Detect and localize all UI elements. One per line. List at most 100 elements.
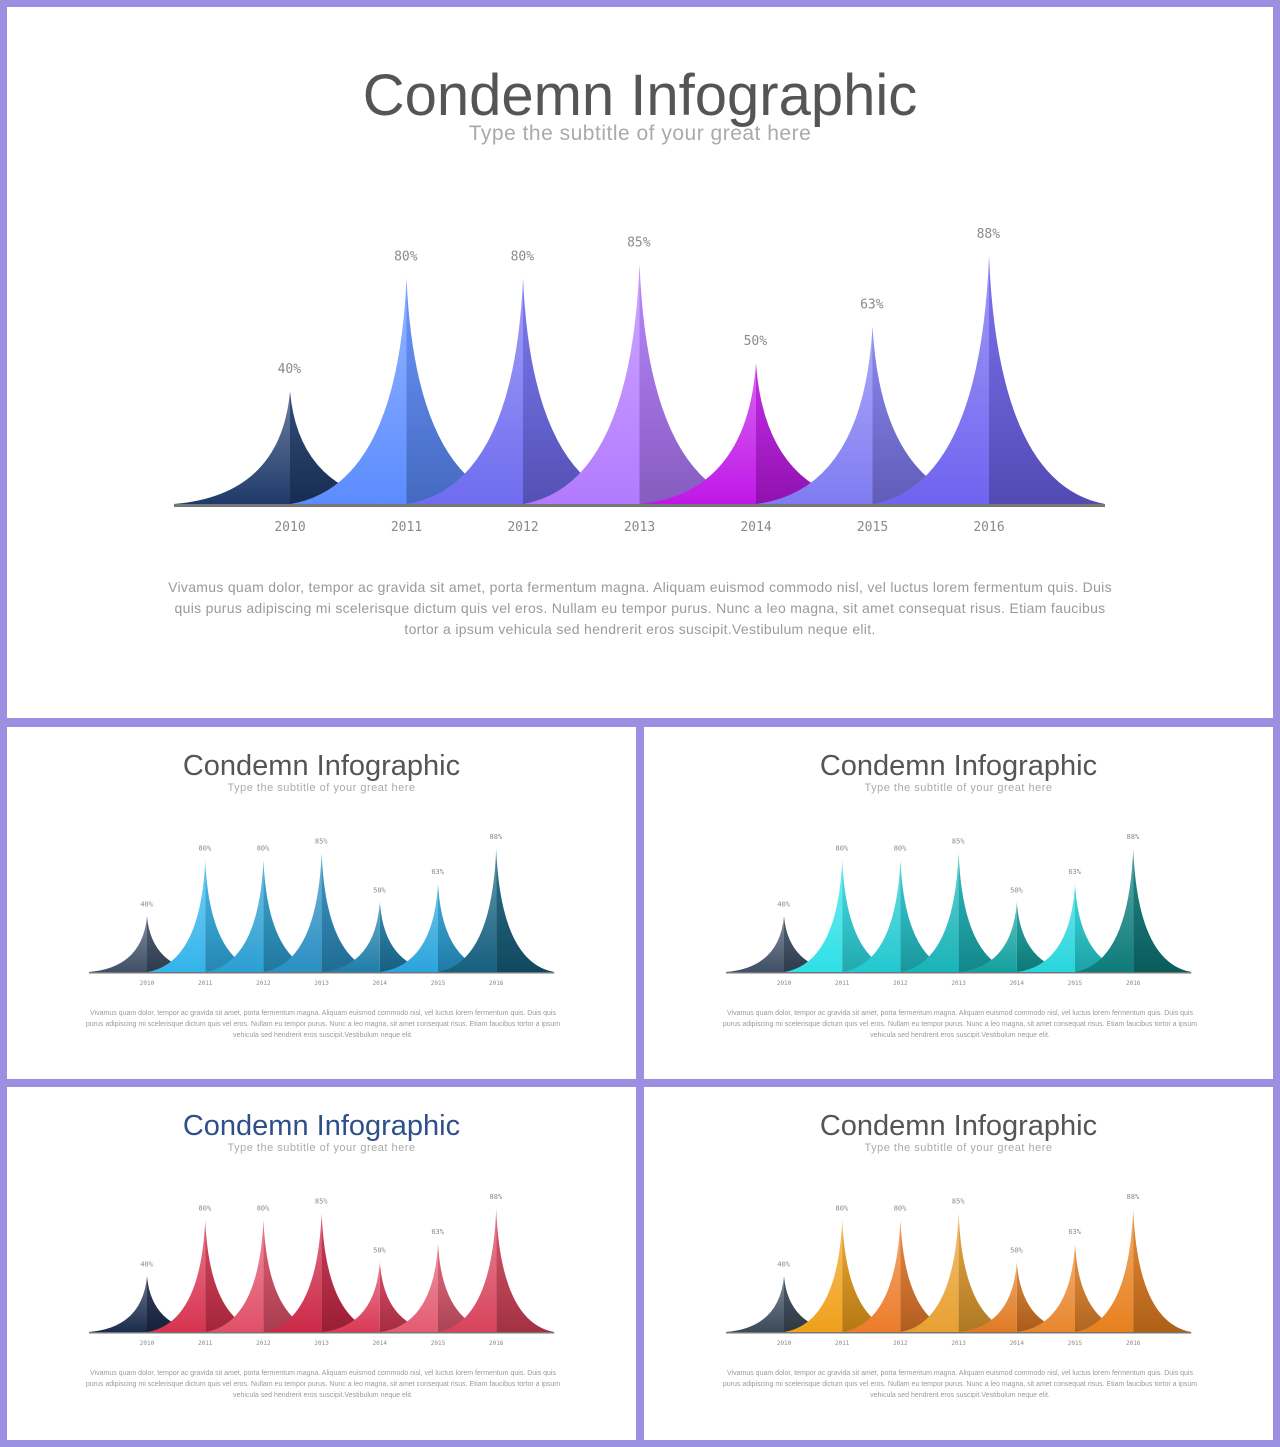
peak-right-face — [321, 1213, 380, 1332]
value-label: 50% — [744, 334, 768, 349]
peak-right-face — [1075, 883, 1133, 972]
peak-right-face — [872, 326, 989, 504]
year-label: 2014 — [1010, 1340, 1025, 1347]
chart-peak-2013 — [263, 853, 380, 972]
year-label: 2013 — [951, 980, 966, 987]
peak-left-face — [205, 860, 264, 972]
chart-peak-2011 — [784, 860, 901, 972]
peak-right-face — [438, 1243, 496, 1332]
peak-left-face — [726, 916, 784, 972]
slide-title: Condemn Infographic — [819, 1110, 1098, 1142]
value-label: 80% — [894, 1204, 907, 1212]
peak-right-face — [756, 363, 872, 504]
year-label: 2011 — [835, 980, 850, 987]
slide-title: Condemn Infographic — [819, 750, 1098, 782]
year-label: 2015 — [431, 1340, 446, 1347]
year-label: 2010 — [777, 980, 792, 987]
year-label: 2013 — [951, 1340, 966, 1347]
value-label: 80% — [511, 249, 535, 264]
chart-peak-2016 — [873, 256, 1105, 504]
chart-peak-2014 — [958, 902, 1075, 972]
value-label: 80% — [199, 844, 212, 852]
peak-right-face — [1133, 1209, 1192, 1332]
value-label: 85% — [952, 837, 965, 845]
value-label: 85% — [315, 837, 328, 845]
peak-right-face — [900, 860, 959, 972]
chart-peak-2011 — [147, 860, 264, 972]
value-label: 80% — [394, 249, 418, 264]
value-label: 50% — [373, 1246, 386, 1254]
value-label: 50% — [1010, 886, 1023, 894]
year-label: 2016 — [489, 980, 504, 987]
peak-right-face — [958, 1213, 1017, 1332]
chart-peak-2011 — [290, 278, 523, 504]
year-label: 2016 — [973, 520, 1004, 535]
year-label: 2016 — [1126, 1340, 1141, 1347]
peak-right-face — [379, 1262, 438, 1332]
year-label: 2015 — [431, 980, 446, 987]
chart-peak-2013 — [263, 1213, 380, 1332]
peak-chart: 40% 2010 80% 2011 80% 2012 85% 2013 50% 2014 63% 20… — [174, 227, 1105, 535]
chart-peak-2015 — [380, 883, 496, 972]
chart-peak-2015 — [756, 326, 989, 504]
chart-peak-2010 — [89, 916, 205, 972]
value-label: 80% — [836, 844, 849, 852]
year-label: 2016 — [1126, 980, 1141, 987]
chart-peak-2012 — [205, 1220, 322, 1332]
peak-right-face — [523, 278, 639, 504]
peak-right-face — [1133, 849, 1192, 972]
peak-left-face — [147, 860, 206, 972]
chart-peak-2011 — [784, 1220, 901, 1332]
year-label: 2013 — [624, 520, 655, 535]
year-label: 2012 — [893, 980, 908, 987]
peak-right-face — [205, 860, 264, 972]
value-label: 40% — [140, 900, 153, 908]
peak-left-face — [321, 902, 380, 972]
value-label: 88% — [1127, 833, 1140, 841]
value-label: 80% — [836, 1204, 849, 1212]
peak-left-face — [174, 391, 290, 504]
peak-right-face — [784, 1276, 842, 1332]
chart-peak-2010 — [174, 391, 406, 504]
chart-peak-2012 — [842, 1220, 959, 1332]
peak-right-face — [290, 391, 406, 504]
chart-peak-2016 — [438, 1209, 555, 1332]
chart-peak-2014 — [958, 1262, 1075, 1332]
peak-left-face — [842, 860, 901, 972]
slide-subtitle: Type the subtitle of your great here — [227, 1142, 416, 1154]
value-label: 63% — [860, 297, 884, 312]
peak-chart: 40% 2010 80% 2011 80% 2012 85% 2013 50% 2014 63% 20… — [89, 833, 555, 987]
value-label: 80% — [257, 1204, 270, 1212]
year-label: 2010 — [274, 520, 305, 535]
year-label: 2011 — [198, 1340, 213, 1347]
value-label: 88% — [1127, 1193, 1140, 1201]
body-paragraph: Vivamus quam dolor, tempor ac gravida si… — [168, 579, 1112, 637]
value-label: 88% — [490, 833, 503, 841]
peak-right-face — [321, 853, 380, 972]
value-label: 63% — [431, 1228, 444, 1236]
peak-right-face — [1075, 1243, 1133, 1332]
slide-red: Condemn Infographic Type the subtitle of… — [7, 1087, 636, 1440]
year-label: 2011 — [835, 1340, 850, 1347]
value-label: 80% — [894, 844, 907, 852]
peak-left-face — [900, 1213, 959, 1332]
peak-left-face — [784, 1220, 843, 1332]
value-label: 63% — [1068, 1228, 1081, 1236]
chart-peak-2015 — [1017, 1243, 1133, 1332]
year-label: 2014 — [1010, 980, 1025, 987]
year-label: 2014 — [373, 980, 388, 987]
chart-peak-2014 — [640, 363, 872, 504]
peak-right-face — [1016, 902, 1075, 972]
value-label: 40% — [777, 900, 790, 908]
peak-left-face — [290, 278, 407, 504]
peak-left-face — [263, 853, 322, 972]
peak-chart: 40% 2010 80% 2011 80% 2012 85% 2013 50% 2014 63% 20… — [89, 1193, 555, 1347]
peak-right-face — [406, 278, 523, 504]
year-label: 2012 — [507, 520, 538, 535]
peak-right-face — [205, 1220, 264, 1332]
slide-subtitle: Type the subtitle of your great here — [468, 122, 812, 145]
year-label: 2012 — [256, 980, 271, 987]
chart-peak-2016 — [1075, 1209, 1192, 1332]
peak-left-face — [873, 256, 989, 504]
peak-right-face — [263, 860, 322, 972]
